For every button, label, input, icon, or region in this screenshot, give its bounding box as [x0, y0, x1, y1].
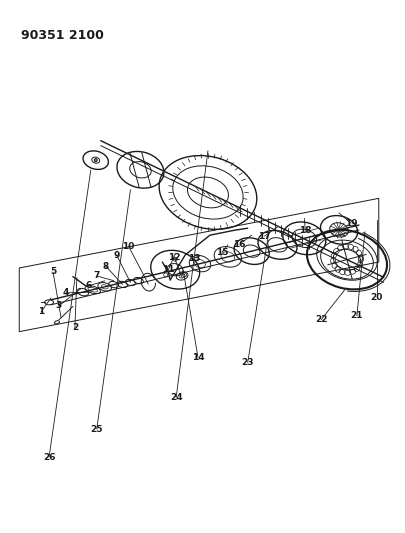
Text: 6: 6: [86, 281, 92, 290]
Text: 90351 2100: 90351 2100: [21, 29, 104, 42]
Text: 10: 10: [122, 241, 135, 251]
Text: 20: 20: [371, 293, 383, 302]
Text: 18: 18: [299, 225, 311, 235]
Text: 3: 3: [56, 301, 62, 310]
Text: 22: 22: [315, 315, 327, 324]
Text: 12: 12: [168, 253, 181, 262]
Text: 9: 9: [113, 251, 120, 260]
Text: 2: 2: [72, 323, 78, 332]
Text: 13: 13: [188, 254, 200, 263]
Text: 4: 4: [63, 288, 69, 297]
Text: 17: 17: [258, 232, 271, 241]
Text: 8: 8: [102, 262, 109, 271]
Text: 15: 15: [215, 247, 228, 256]
Text: 1: 1: [38, 307, 44, 316]
Text: 24: 24: [170, 393, 183, 402]
Text: 21: 21: [351, 311, 363, 320]
Text: 11: 11: [162, 265, 175, 274]
Text: 14: 14: [192, 353, 205, 362]
Text: 5: 5: [50, 268, 56, 277]
Text: 7: 7: [94, 271, 100, 280]
Text: 19: 19: [345, 219, 357, 228]
Text: 25: 25: [90, 425, 103, 434]
Text: 26: 26: [43, 453, 55, 462]
Ellipse shape: [94, 159, 97, 161]
Text: 16: 16: [234, 240, 246, 248]
Text: 23: 23: [241, 358, 254, 367]
